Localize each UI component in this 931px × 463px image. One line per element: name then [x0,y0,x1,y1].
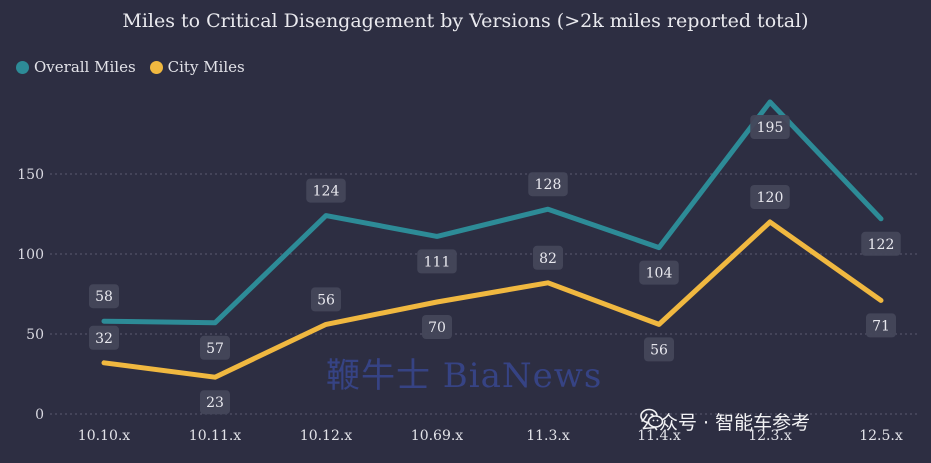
data-label-overall: 128 [535,177,562,193]
data-label-city-box [89,325,119,350]
data-label-city-box [200,390,230,415]
y-tick-label: 50 [26,327,44,343]
data-label-city: 120 [757,190,784,206]
data-label-city: 56 [650,342,668,358]
legend-swatch-city [149,60,163,74]
data-label-overall-box [861,231,901,256]
data-label-overall: 122 [868,237,895,253]
data-label-overall-box [417,249,457,274]
data-label-overall: 111 [424,254,451,270]
chart-title: Miles to Critical Disengagement by Versi… [122,10,809,32]
legend-label-overall: Overall Miles [34,58,136,76]
data-label-overall-box [200,335,230,360]
legend-label-city: City Miles [167,58,245,76]
data-label-city: 71 [872,318,890,334]
legend-swatch-overall [16,60,29,74]
data-label-overall-box [528,172,568,197]
data-label-city-box [750,185,790,209]
wechat-text: 公众号 · 智能车参考 [640,412,811,434]
watermark: 鞭牛士 BiaNews [326,356,603,396]
y-tick-label: 100 [17,247,44,263]
data-label-overall: 195 [757,120,784,136]
x-tick-label: 10.12.x [300,428,353,444]
x-tick-label: 10.69.x [411,428,464,444]
wechat-icon [640,408,664,428]
x-tick-label: 12.5.x [859,428,903,444]
y-tick-label: 150 [17,167,44,183]
data-label-city-box [866,313,896,338]
data-label-city: 23 [206,395,224,411]
x-tick-label: 10.11.x [189,428,242,444]
data-label-city: 70 [428,320,446,336]
data-label-overall: 124 [313,184,340,200]
chart-legend: Overall Miles City Miles [16,58,259,76]
data-label-city-box [422,315,452,339]
data-label-city: 82 [539,251,557,267]
data-label-city: 56 [317,292,335,308]
x-tick-label: 12.3.x [748,428,792,444]
wechat-badge: 公众号 · 智能车参考 [640,408,810,435]
x-tick-label: 11.4.x [637,428,681,444]
data-label-overall-box [639,260,679,285]
data-label-overall-box [306,178,346,203]
legend-item-overall: Overall Miles [16,58,136,76]
x-tick-label: 10.10.x [78,428,131,444]
data-label-overall-box [750,115,790,139]
data-label-overall: 104 [646,266,673,282]
x-tick-label: 11.3.x [526,428,570,444]
series-line-1 [101,219,884,380]
y-tick-label: 0 [35,407,44,423]
legend-item-city: City Miles [149,58,245,76]
data-label-overall: 57 [206,341,224,357]
data-label-overall: 58 [95,289,113,305]
data-label-city-box [644,337,674,362]
data-label-city: 32 [95,331,113,347]
data-label-overall-box [89,284,119,309]
data-label-city-box [533,245,563,270]
data-label-city-box [311,287,341,312]
